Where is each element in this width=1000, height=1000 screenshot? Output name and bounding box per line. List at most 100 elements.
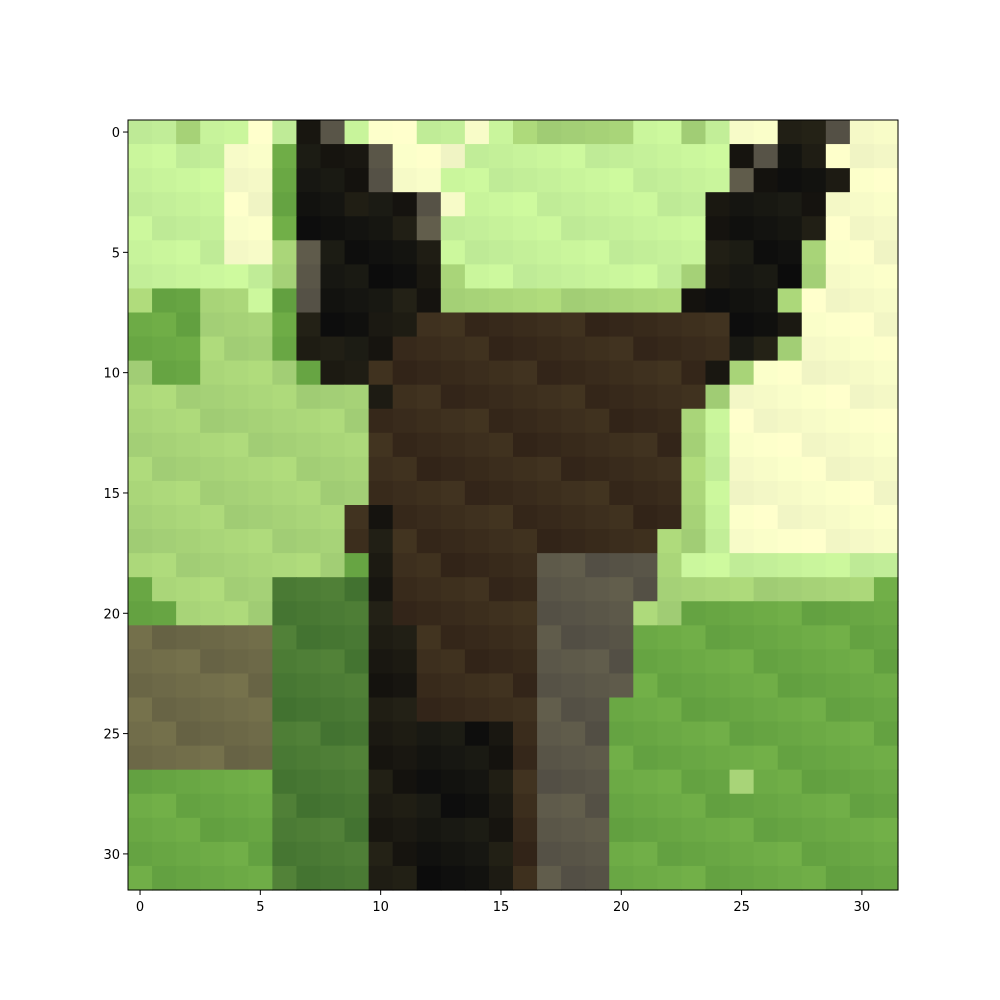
- heatmap-cell: [705, 144, 731, 169]
- heatmap-cell: [657, 577, 683, 602]
- heatmap-cell: [272, 240, 298, 265]
- heatmap-cell: [609, 264, 634, 290]
- heatmap-cell: [825, 168, 851, 193]
- heatmap-cell: [585, 529, 610, 554]
- heatmap-cell: [777, 216, 803, 241]
- heatmap-cell: [681, 841, 707, 867]
- heatmap-cell: [873, 529, 899, 554]
- heatmap-cell: [585, 721, 610, 747]
- heatmap-cell: [128, 745, 153, 771]
- heatmap-cell: [464, 625, 490, 650]
- heatmap-cell: [464, 841, 490, 867]
- heatmap-cell: [537, 360, 562, 386]
- heatmap-cell: [320, 673, 346, 699]
- heatmap-cell: [488, 120, 514, 145]
- heatmap-cell: [488, 264, 514, 290]
- heatmap-cell: [176, 288, 201, 314]
- heatmap-cell: [152, 721, 177, 747]
- heatmap-cell: [777, 577, 803, 602]
- heatmap-cell: [464, 456, 490, 482]
- heatmap-cell: [801, 288, 827, 314]
- heatmap-cell: [753, 649, 779, 675]
- heatmap-cell: [272, 553, 298, 578]
- heatmap-cell: [873, 312, 899, 338]
- heatmap-cell: [296, 553, 322, 578]
- heatmap-cell: [416, 721, 442, 747]
- heatmap-cell: [488, 360, 514, 386]
- heatmap-cell: [729, 480, 755, 506]
- heatmap-cell: [801, 336, 827, 362]
- heatmap-cell: [128, 505, 153, 530]
- heatmap-cell: [488, 625, 514, 650]
- heatmap-cell: [248, 505, 273, 530]
- y-tick-label: 25: [103, 728, 120, 743]
- heatmap-cell: [224, 625, 249, 650]
- heatmap-cell: [464, 480, 490, 506]
- heatmap-cell: [753, 456, 779, 482]
- heatmap-cell: [705, 192, 731, 217]
- heatmap-cell: [681, 865, 707, 891]
- heatmap-cell: [320, 384, 346, 410]
- heatmap-cell: [705, 769, 731, 795]
- heatmap-cell: [320, 288, 346, 314]
- heatmap-cell: [657, 432, 683, 458]
- heatmap-cell: [705, 649, 731, 675]
- heatmap-cell: [513, 240, 538, 265]
- heatmap-cell: [440, 745, 466, 771]
- heatmap-cell: [488, 793, 514, 819]
- heatmap-cell: [320, 553, 346, 578]
- heatmap-cell: [416, 577, 442, 602]
- heatmap-cell: [272, 432, 298, 458]
- heatmap-cell: [729, 577, 755, 602]
- heatmap-cell: [705, 841, 731, 867]
- heatmap-cell: [176, 432, 201, 458]
- heatmap-cell: [224, 865, 249, 891]
- heatmap-cell: [849, 480, 875, 506]
- heatmap-cell: [488, 168, 514, 193]
- heatmap-cell: [128, 625, 153, 650]
- heatmap-cell: [392, 601, 418, 626]
- heatmap-cell: [488, 312, 514, 338]
- heatmap-cell: [368, 865, 394, 891]
- heatmap-cell: [801, 529, 827, 554]
- heatmap-cell: [248, 408, 273, 434]
- heatmap-cell: [200, 505, 225, 530]
- heatmap-cell: [873, 144, 899, 169]
- heatmap-cell: [513, 529, 538, 554]
- heatmap-cell: [705, 721, 731, 747]
- heatmap-cell: [344, 432, 370, 458]
- heatmap-cell: [248, 120, 273, 145]
- heatmap-cell: [705, 288, 731, 314]
- heatmap-cell: [513, 769, 538, 795]
- heatmap-cell: [200, 625, 225, 650]
- heatmap-cell: [416, 601, 442, 626]
- heatmap-cell: [705, 577, 731, 602]
- heatmap-cell: [777, 769, 803, 795]
- heatmap-cell: [464, 577, 490, 602]
- heatmap-cell: [873, 769, 899, 795]
- heatmap-cell: [753, 408, 779, 434]
- heatmap-cell: [488, 601, 514, 626]
- heatmap-cell: [633, 120, 658, 145]
- heatmap-cell: [609, 697, 634, 723]
- heatmap-cell: [513, 288, 538, 314]
- heatmap-cell: [296, 649, 322, 675]
- heatmap-cell: [825, 360, 851, 386]
- heatmap-cell: [705, 601, 731, 626]
- heatmap-cell: [272, 288, 298, 314]
- heatmap-cell: [440, 793, 466, 819]
- heatmap-cell: [296, 456, 322, 482]
- heatmap-cell: [801, 505, 827, 530]
- heatmap-cell: [777, 360, 803, 386]
- heatmap-cell: [248, 168, 273, 193]
- heatmap-cell: [585, 312, 610, 338]
- heatmap-cell: [320, 240, 346, 265]
- heatmap-cell: [416, 817, 442, 843]
- heatmap-cell: [513, 577, 538, 602]
- heatmap-cell: [248, 769, 273, 795]
- heatmap-cell: [296, 697, 322, 723]
- heatmap-cell: [488, 649, 514, 675]
- heatmap-cell: [873, 817, 899, 843]
- y-tick-label: 0: [112, 126, 120, 141]
- heatmap-cell: [344, 577, 370, 602]
